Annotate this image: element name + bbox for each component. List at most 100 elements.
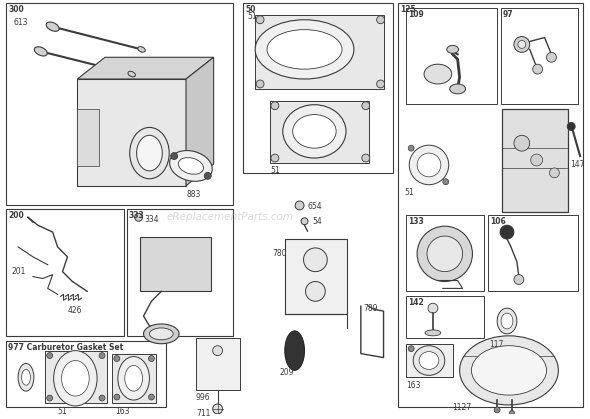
Circle shape — [256, 16, 264, 24]
Ellipse shape — [425, 330, 441, 336]
Circle shape — [362, 102, 370, 110]
Ellipse shape — [46, 22, 59, 31]
Ellipse shape — [137, 135, 162, 171]
Text: 333: 333 — [129, 211, 145, 220]
Ellipse shape — [417, 153, 441, 177]
Ellipse shape — [128, 71, 136, 77]
Text: 51: 51 — [404, 188, 414, 197]
Bar — [127, 210, 234, 336]
Ellipse shape — [267, 30, 342, 69]
Circle shape — [417, 226, 473, 282]
Text: 51: 51 — [58, 407, 67, 416]
Bar — [6, 341, 166, 407]
Circle shape — [428, 303, 438, 313]
Text: 789: 789 — [364, 304, 378, 313]
Text: 54: 54 — [313, 217, 322, 226]
Ellipse shape — [293, 114, 336, 148]
Text: 125: 125 — [401, 5, 416, 14]
Circle shape — [149, 356, 155, 362]
Bar — [6, 210, 124, 336]
Text: 142: 142 — [408, 298, 424, 307]
Bar — [398, 3, 583, 407]
Circle shape — [376, 80, 385, 88]
Circle shape — [510, 410, 514, 415]
Text: 133: 133 — [408, 217, 424, 226]
Circle shape — [443, 179, 449, 185]
Text: eReplacementParts.com: eReplacementParts.com — [167, 212, 294, 222]
Bar — [6, 3, 234, 205]
Circle shape — [99, 353, 105, 359]
Circle shape — [99, 395, 105, 401]
Ellipse shape — [149, 328, 173, 340]
Circle shape — [494, 407, 500, 413]
Ellipse shape — [61, 360, 89, 396]
Polygon shape — [270, 101, 369, 163]
Ellipse shape — [419, 352, 439, 370]
Ellipse shape — [413, 346, 445, 375]
Circle shape — [271, 154, 279, 162]
Polygon shape — [77, 57, 214, 79]
Circle shape — [408, 145, 414, 151]
Circle shape — [531, 154, 543, 166]
Text: 97: 97 — [503, 10, 514, 19]
Ellipse shape — [178, 158, 204, 174]
Text: 201: 201 — [11, 266, 25, 276]
Text: 996: 996 — [196, 393, 211, 402]
Circle shape — [514, 274, 524, 285]
Bar — [407, 296, 484, 338]
Polygon shape — [285, 239, 347, 314]
Circle shape — [567, 122, 575, 130]
Circle shape — [114, 356, 120, 362]
Circle shape — [271, 102, 279, 110]
Ellipse shape — [460, 336, 558, 405]
Circle shape — [362, 154, 370, 162]
Text: 209: 209 — [280, 368, 294, 378]
Circle shape — [212, 346, 222, 356]
Ellipse shape — [169, 150, 212, 181]
Text: 163: 163 — [407, 381, 421, 390]
Ellipse shape — [118, 357, 149, 400]
Circle shape — [500, 225, 514, 239]
Text: 163: 163 — [115, 407, 129, 416]
Circle shape — [47, 353, 53, 359]
Circle shape — [256, 80, 264, 88]
Ellipse shape — [34, 47, 47, 56]
Ellipse shape — [450, 84, 466, 94]
Polygon shape — [77, 109, 99, 166]
Bar — [407, 215, 484, 291]
Ellipse shape — [54, 351, 97, 406]
Circle shape — [427, 236, 463, 272]
Circle shape — [514, 135, 530, 151]
Ellipse shape — [138, 47, 145, 52]
Circle shape — [518, 41, 526, 49]
Ellipse shape — [22, 370, 31, 385]
Text: 147: 147 — [570, 160, 585, 169]
Ellipse shape — [130, 127, 169, 179]
Text: 50: 50 — [245, 5, 255, 14]
Polygon shape — [45, 351, 107, 403]
Text: 51: 51 — [247, 12, 257, 21]
Bar — [501, 8, 578, 104]
Circle shape — [212, 404, 222, 414]
Bar — [489, 215, 578, 291]
Text: 109: 109 — [408, 10, 424, 19]
Text: 426: 426 — [67, 306, 82, 315]
Circle shape — [149, 394, 155, 400]
Text: 300: 300 — [8, 5, 24, 14]
Text: 883: 883 — [187, 190, 201, 199]
Circle shape — [549, 168, 559, 178]
Text: 613: 613 — [13, 18, 28, 27]
Ellipse shape — [18, 363, 34, 391]
Text: 654: 654 — [307, 202, 322, 212]
Polygon shape — [77, 79, 186, 186]
Bar — [243, 3, 394, 173]
Polygon shape — [407, 344, 453, 377]
Polygon shape — [255, 15, 384, 89]
Bar — [407, 8, 497, 104]
Circle shape — [47, 395, 53, 401]
Text: 977 Carburetor Gasket Set: 977 Carburetor Gasket Set — [8, 343, 123, 352]
Text: 106: 106 — [490, 217, 506, 226]
Text: 711: 711 — [196, 409, 210, 418]
Circle shape — [546, 52, 556, 62]
Polygon shape — [196, 338, 240, 390]
